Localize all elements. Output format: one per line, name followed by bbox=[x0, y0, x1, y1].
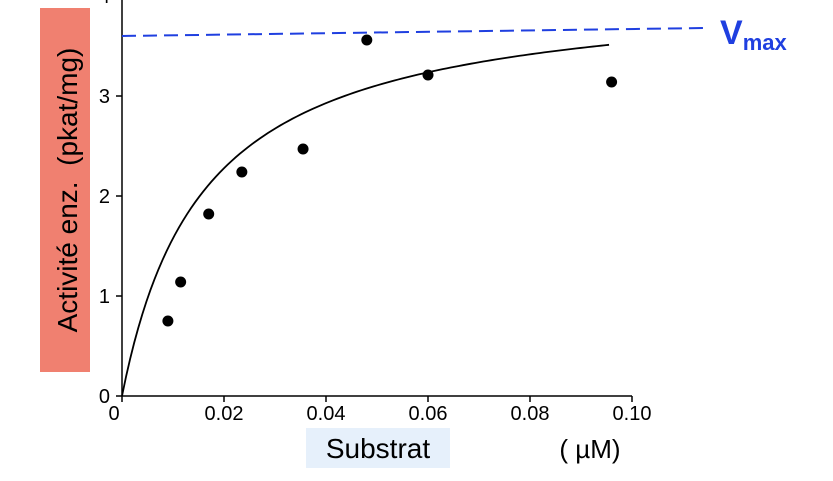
x-axis-unit: ( µM) bbox=[559, 434, 620, 464]
data-point bbox=[162, 315, 174, 327]
vmax-label: Vmax bbox=[720, 14, 787, 55]
x-tick-label: 0 bbox=[108, 403, 119, 425]
y-tick-label: 2 bbox=[99, 186, 110, 208]
y-tick-label: 3 bbox=[99, 86, 110, 108]
data-point bbox=[297, 143, 309, 155]
y-axis-title-background bbox=[40, 8, 90, 372]
x-tick-label: 0.08 bbox=[511, 403, 550, 425]
vmax-label-sub: max bbox=[743, 30, 788, 55]
y-tick-label: 0 bbox=[99, 386, 110, 408]
x-tick-label: 0.02 bbox=[205, 403, 244, 425]
x-tick-label: 0.10 bbox=[613, 403, 652, 425]
x-tick-label: 0.06 bbox=[409, 403, 448, 425]
y-tick-label: 4 bbox=[99, 0, 110, 8]
y-axis-title: Activité enz. (pkat/mg) bbox=[52, 48, 83, 333]
michaelis-menten-fit-curve bbox=[121, 43, 610, 397]
y-tick-label: 1 bbox=[99, 286, 110, 308]
vmax-dashed-line bbox=[121, 27, 706, 37]
data-point bbox=[361, 34, 373, 46]
data-point bbox=[175, 276, 187, 288]
x-axis-title: Substrat bbox=[326, 433, 430, 464]
x-axis-title-background bbox=[306, 428, 450, 468]
data-point bbox=[422, 69, 434, 81]
vmax-label-main: V bbox=[720, 14, 743, 52]
x-tick-label: 0.04 bbox=[307, 403, 346, 425]
data-point bbox=[606, 76, 618, 88]
data-point bbox=[203, 208, 215, 220]
data-point bbox=[236, 166, 248, 178]
